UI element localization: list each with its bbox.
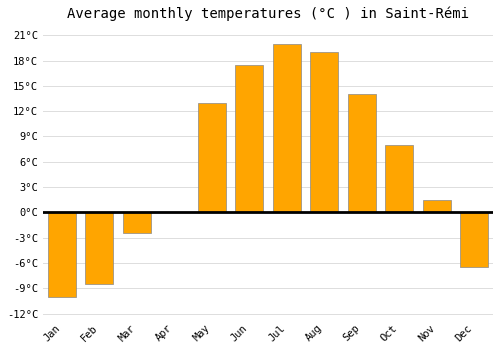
Bar [198, 103, 226, 212]
Bar [348, 94, 376, 212]
Bar [460, 212, 488, 267]
Bar [235, 65, 264, 212]
Bar [310, 52, 338, 212]
Bar [272, 44, 301, 212]
Title: Average monthly temperatures (°C ) in Saint-Rémi: Average monthly temperatures (°C ) in Sa… [67, 7, 469, 21]
Bar [85, 212, 114, 284]
Bar [122, 212, 151, 233]
Bar [48, 212, 76, 297]
Bar [422, 200, 451, 212]
Bar [385, 145, 414, 212]
